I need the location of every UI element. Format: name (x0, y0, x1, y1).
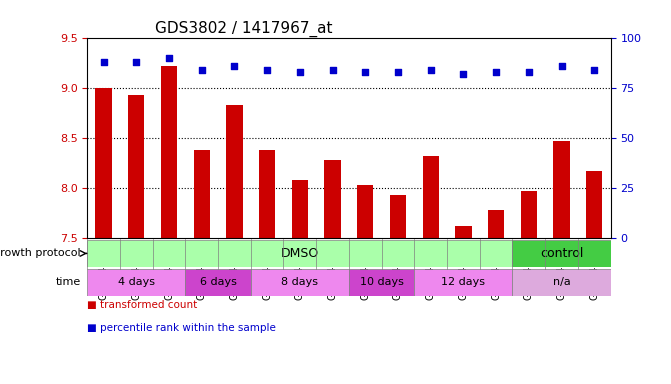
Point (589, 67, 600, 73)
Text: growth protocol: growth protocol (0, 248, 81, 258)
Bar (324, 160, 341, 238)
Bar (357, 185, 374, 238)
Bar (185, 269, 251, 296)
Text: time: time (55, 277, 81, 287)
Bar (390, 195, 406, 238)
Bar (586, 171, 603, 238)
Point (523, 69, 534, 75)
Point (295, 69, 305, 75)
Bar (251, 269, 349, 296)
Text: 6 days: 6 days (200, 277, 236, 287)
Point (425, 67, 436, 73)
Text: 8 days: 8 days (281, 277, 318, 287)
Bar (349, 269, 415, 296)
Text: control: control (540, 247, 583, 260)
Bar (226, 105, 243, 238)
Text: ■ transformed count: ■ transformed count (87, 300, 197, 310)
Bar (95, 88, 112, 238)
Bar (415, 269, 513, 296)
Text: 10 days: 10 days (360, 277, 403, 287)
Bar (87, 240, 513, 267)
Text: 4 days: 4 days (118, 277, 155, 287)
Point (98, 59, 109, 65)
Bar (554, 141, 570, 238)
Bar (513, 240, 611, 267)
Bar (513, 269, 611, 296)
Point (393, 69, 403, 75)
Point (197, 67, 207, 73)
Point (262, 67, 272, 73)
Bar (455, 226, 472, 238)
Text: GDS3802 / 1417967_at: GDS3802 / 1417967_at (155, 21, 333, 37)
Text: ■ percentile rank within the sample: ■ percentile rank within the sample (87, 323, 276, 333)
Point (491, 69, 501, 75)
Bar (488, 210, 505, 238)
Bar (521, 191, 537, 238)
Point (131, 59, 142, 65)
Point (360, 69, 370, 75)
Point (164, 55, 174, 61)
Text: DMSO: DMSO (280, 247, 319, 260)
Point (556, 63, 567, 70)
Point (458, 71, 469, 78)
Bar (161, 66, 177, 238)
Point (229, 63, 240, 70)
Bar (292, 180, 308, 238)
Point (327, 67, 338, 73)
Bar (259, 150, 275, 238)
Bar (87, 269, 185, 296)
Text: n/a: n/a (553, 277, 570, 287)
Text: 12 days: 12 days (442, 277, 485, 287)
Bar (423, 156, 439, 238)
Bar (193, 150, 210, 238)
Bar (128, 95, 144, 238)
